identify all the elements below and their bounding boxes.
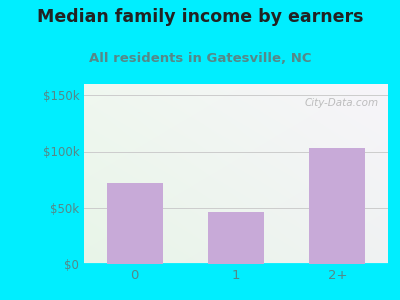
Text: City-Data.com: City-Data.com <box>305 98 379 108</box>
Bar <box>310 148 365 264</box>
Text: All residents in Gatesville, NC: All residents in Gatesville, NC <box>89 52 311 65</box>
Bar <box>107 183 162 264</box>
Bar <box>208 212 264 264</box>
Text: Median family income by earners: Median family income by earners <box>37 8 363 26</box>
